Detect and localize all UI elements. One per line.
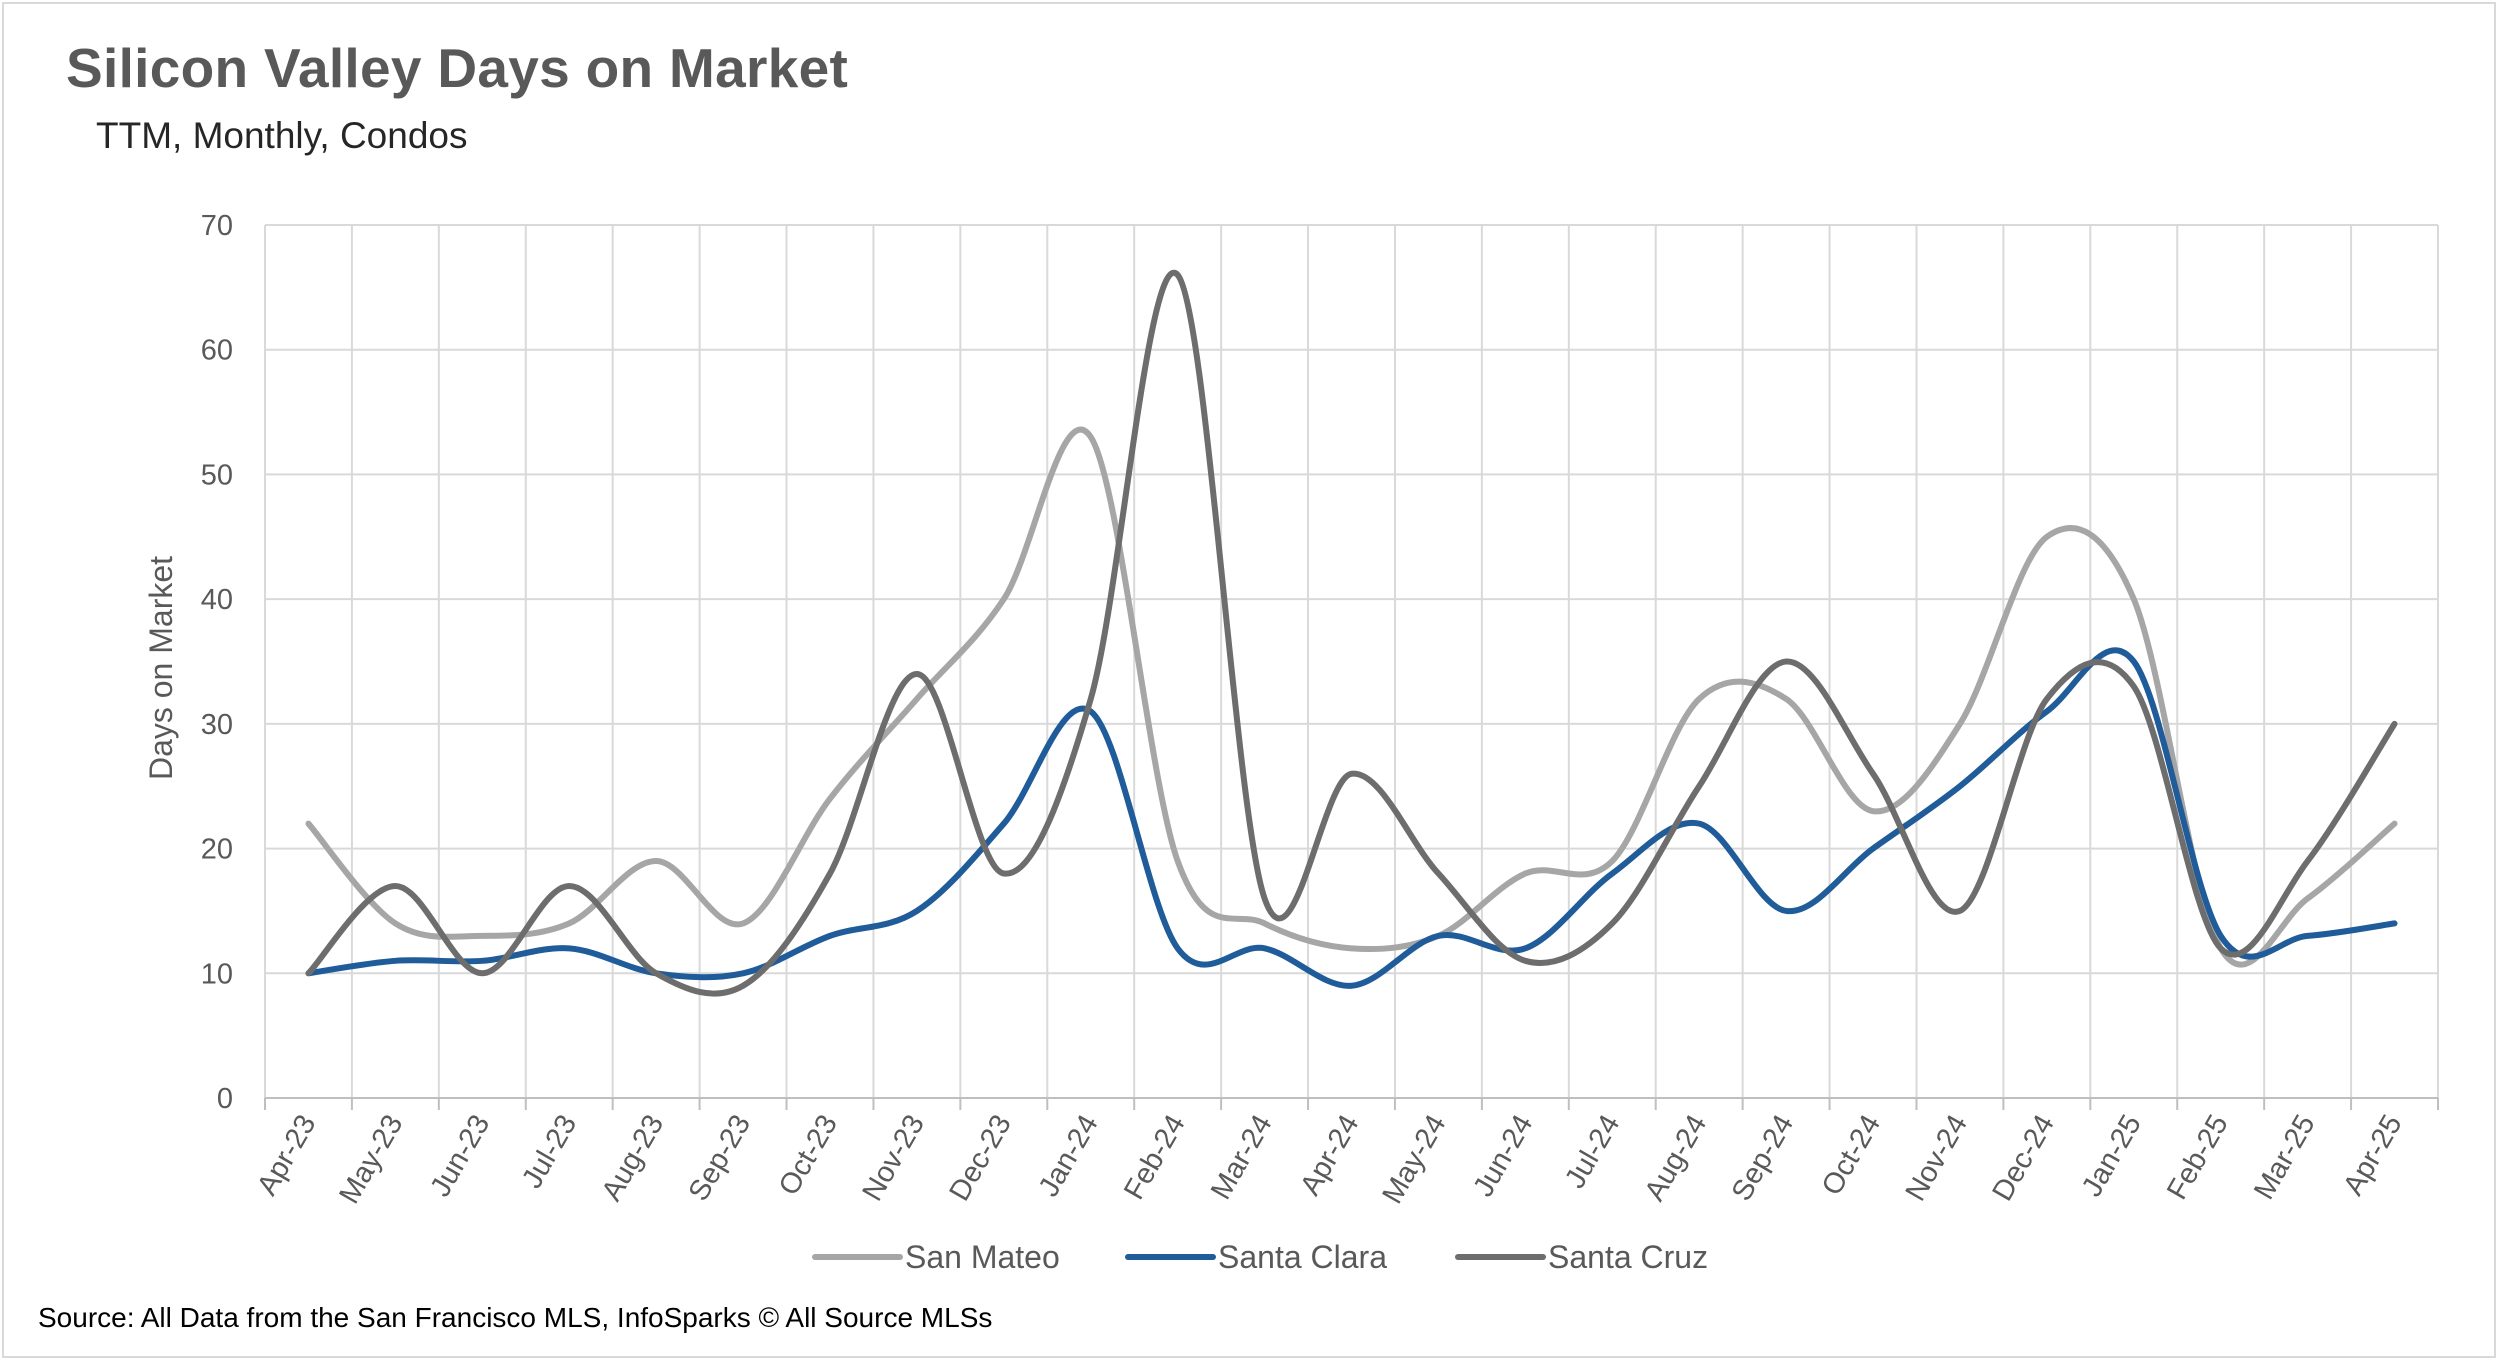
x-tick-label: Jun-23	[424, 1110, 496, 1203]
legend-label-san-mateo: San Mateo	[905, 1239, 1060, 1275]
x-tick-label: Mar-24	[1205, 1110, 1279, 1206]
series-lines	[305, 269, 2398, 997]
x-tick-label: Jan-25	[2076, 1110, 2148, 1203]
y-tick-label: 0	[217, 1083, 233, 1115]
x-tick-label: Sep-23	[683, 1110, 757, 1207]
y-tick-label: 50	[201, 459, 233, 491]
x-tick-label: May-23	[333, 1110, 409, 1210]
x-tick-label: Jul-24	[1559, 1110, 1626, 1194]
chart-title: Silicon Valley Days on Market	[66, 37, 849, 99]
gridlines	[264, 224, 2439, 1099]
y-tick-label: 40	[201, 584, 233, 616]
x-tick-label: Aug-23	[596, 1110, 670, 1207]
x-tick-label: Mar-25	[2248, 1110, 2322, 1206]
x-tick-label: Nov-24	[1900, 1110, 1974, 1207]
chart-subtitle: TTM, Monthly, Condos	[96, 115, 468, 156]
x-tick-label: Apr-23	[251, 1110, 322, 1201]
y-tick-label: 20	[201, 834, 233, 866]
x-tick-label: Apr-25	[2337, 1110, 2408, 1201]
x-tick-label: Jul-23	[516, 1110, 583, 1194]
x-tick-label: Jan-24	[1033, 1110, 1105, 1203]
x-tick-label: Oct-24	[1816, 1110, 1887, 1201]
y-tick-label: 60	[201, 335, 233, 367]
x-tick-label: Sep-24	[1726, 1110, 1800, 1207]
x-tick-label: Apr-24	[1294, 1110, 1365, 1201]
series-line-santa-cruz	[305, 269, 2398, 997]
y-axis-title: Days on Market	[143, 556, 179, 780]
x-tick-label: Feb-24	[1118, 1110, 1192, 1206]
series-line-san-mateo	[305, 426, 2398, 968]
x-tick-label: Feb-25	[2161, 1110, 2235, 1206]
x-tick-label: Dec-24	[1986, 1110, 2060, 1207]
x-tick-label: Nov-23	[856, 1110, 930, 1207]
x-tick-label: Jun-24	[1467, 1110, 1539, 1203]
y-tick-label: 70	[201, 210, 233, 242]
y-tick-label: 10	[201, 958, 233, 990]
x-tick-label: Aug-24	[1639, 1110, 1713, 1207]
legend-label-santa-clara: Santa Clara	[1218, 1239, 1387, 1275]
x-tick-label: Dec-23	[943, 1110, 1017, 1207]
x-tick-label: Oct-23	[773, 1110, 844, 1201]
y-tick-label: 30	[201, 709, 233, 741]
legend: San Mateo Santa Clara Santa Cruz	[812, 1239, 1708, 1275]
series-line-santa-clara	[305, 647, 2398, 989]
x-tick-label: May-24	[1376, 1110, 1452, 1210]
source-note: Source: All Data from the San Francisco …	[38, 1302, 993, 1333]
legend-label-santa-cruz: Santa Cruz	[1548, 1239, 1708, 1275]
